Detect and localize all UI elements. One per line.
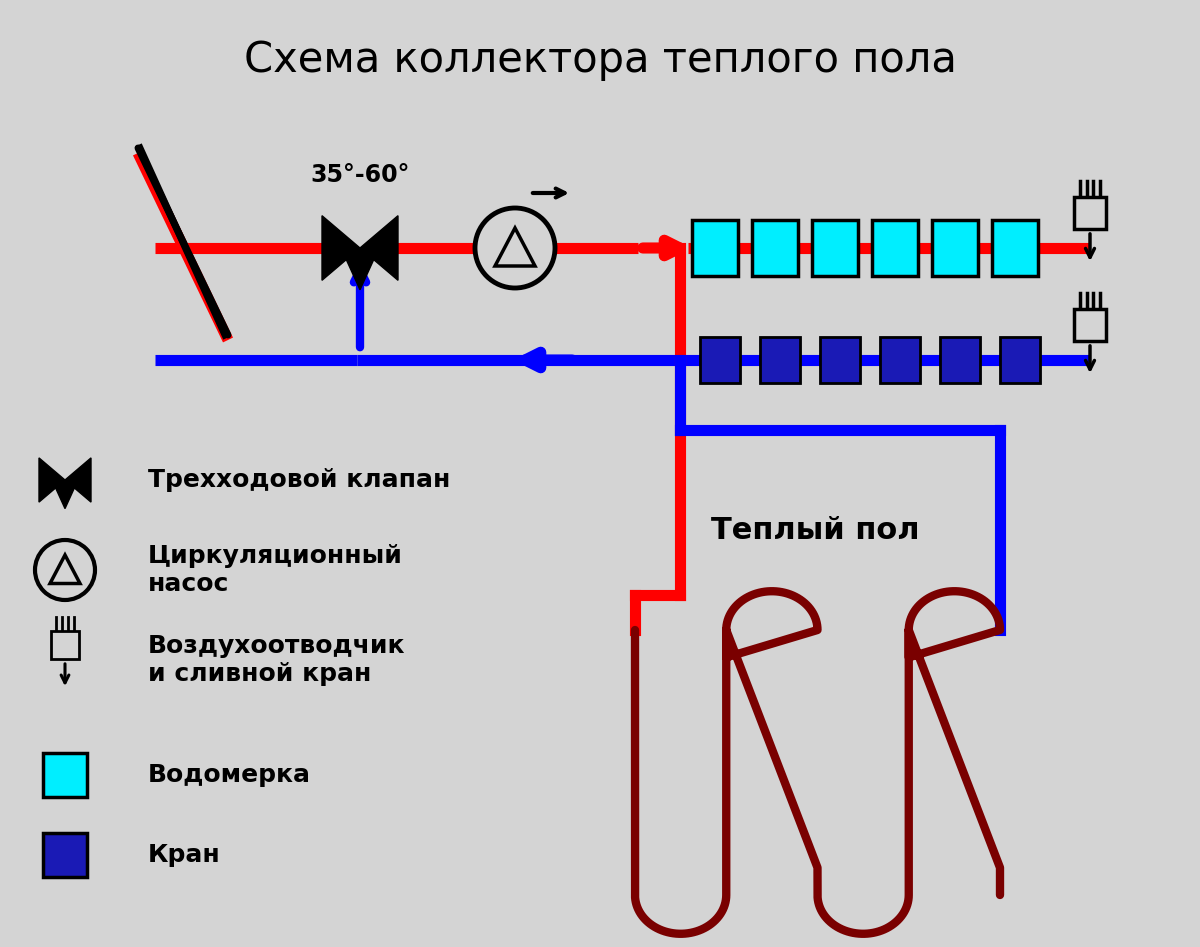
Bar: [992, 220, 1038, 276]
Bar: [1074, 197, 1106, 229]
Text: Циркуляционный
насос: Циркуляционный насос: [148, 545, 403, 596]
Bar: [940, 337, 980, 383]
Bar: [752, 220, 798, 276]
Bar: [752, 220, 798, 276]
Bar: [812, 220, 858, 276]
Text: Схема коллектора теплого пола: Схема коллектора теплого пола: [244, 39, 956, 81]
Bar: [700, 337, 740, 383]
Bar: [50, 631, 79, 659]
Bar: [812, 220, 858, 276]
Text: 35°-60°: 35°-60°: [311, 163, 409, 187]
Bar: [820, 337, 860, 383]
Bar: [43, 833, 88, 877]
Bar: [1074, 309, 1106, 341]
Bar: [872, 220, 918, 276]
Polygon shape: [65, 458, 91, 502]
Bar: [1000, 337, 1040, 383]
Polygon shape: [38, 458, 65, 502]
Text: Кран: Кран: [148, 843, 221, 867]
Bar: [760, 337, 800, 383]
Bar: [820, 337, 860, 383]
Bar: [932, 220, 978, 276]
Bar: [43, 753, 88, 797]
Bar: [43, 833, 88, 877]
Bar: [692, 220, 738, 276]
Text: Трехходовой клапан: Трехходовой клапан: [148, 468, 450, 492]
Bar: [1000, 337, 1040, 383]
Text: Водомерка: Водомерка: [148, 763, 311, 787]
Text: Теплый пол: Теплый пол: [710, 515, 919, 545]
Bar: [692, 220, 738, 276]
Bar: [932, 220, 978, 276]
Bar: [992, 220, 1038, 276]
Polygon shape: [341, 248, 379, 290]
Bar: [940, 337, 980, 383]
Text: Воздухоотводчик
и сливной кран: Воздухоотводчик и сливной кран: [148, 634, 406, 686]
Bar: [43, 753, 88, 797]
Circle shape: [475, 208, 554, 288]
Bar: [760, 337, 800, 383]
Polygon shape: [52, 480, 78, 509]
Bar: [872, 220, 918, 276]
Polygon shape: [360, 216, 398, 280]
Bar: [880, 337, 920, 383]
Polygon shape: [322, 216, 360, 280]
Bar: [880, 337, 920, 383]
Bar: [700, 337, 740, 383]
Circle shape: [35, 540, 95, 600]
